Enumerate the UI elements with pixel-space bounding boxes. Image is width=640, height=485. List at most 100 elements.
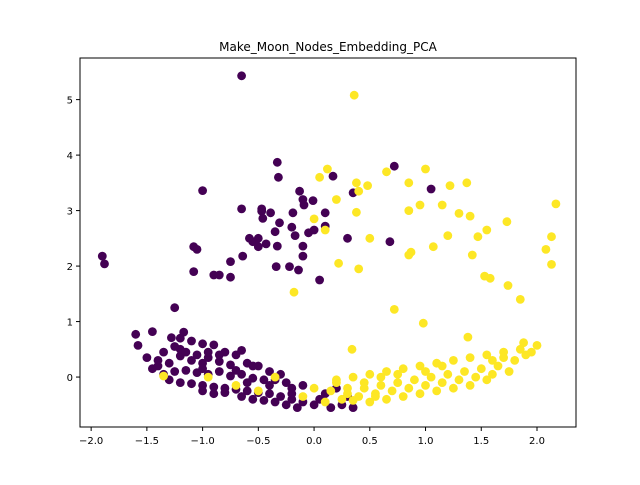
data-point-series-1-2 [352, 178, 361, 188]
data-point-series-0-1 [272, 157, 282, 167]
data-point-series-1-30 [541, 245, 551, 254]
data-point-series-0-19 [287, 222, 297, 232]
data-point-series-0-39 [271, 262, 281, 271]
data-point-series-1-104 [393, 369, 403, 379]
data-point-series-0-70 [214, 357, 224, 366]
data-point-series-1-98 [376, 372, 386, 382]
data-point-series-1-41 [418, 318, 428, 328]
data-point-series-1-101 [231, 381, 241, 390]
data-point-series-0-65 [164, 358, 174, 368]
data-point-series-0-103 [209, 389, 219, 399]
data-point-series-0-118 [170, 342, 180, 351]
data-point-series-1-55 [365, 369, 375, 379]
data-point-series-1-59 [203, 372, 213, 382]
data-point-series-1-29 [365, 233, 375, 243]
data-point-series-1-77 [437, 378, 447, 387]
data-point-series-1-79 [404, 383, 414, 393]
data-point-series-1-0 [349, 90, 359, 100]
data-point-series-0-123 [198, 364, 208, 374]
x-tick-label: 2.0 [529, 436, 545, 447]
data-point-series-0-82 [226, 371, 235, 381]
data-point-series-0-71 [226, 360, 235, 370]
data-point-series-0-120 [203, 347, 213, 357]
data-point-series-0-122 [153, 361, 163, 371]
data-point-series-1-8 [354, 186, 364, 196]
data-point-series-1-60 [270, 372, 280, 382]
data-point-series-1-33 [354, 264, 364, 274]
x-tick-label: −1.0 [190, 436, 214, 447]
data-point-series-1-4 [404, 178, 414, 188]
data-point-series-0-127 [298, 381, 308, 390]
y-tick-label: 5 [67, 96, 73, 107]
data-point-series-0-110 [292, 403, 302, 412]
data-point-series-1-67 [410, 375, 419, 385]
data-point-series-1-12 [415, 200, 425, 210]
y-axis: 0 1 2 3 4 5 [67, 96, 80, 384]
data-point-series-0-37 [285, 262, 294, 271]
data-point-series-1-87 [415, 389, 425, 399]
data-point-series-1-46 [515, 344, 525, 354]
data-point-series-0-33 [238, 251, 248, 261]
data-point-series-0-36 [298, 251, 308, 261]
data-point-series-0-41 [226, 257, 235, 266]
data-point-series-1-19 [465, 211, 475, 221]
data-point-series-1-26 [428, 242, 438, 252]
data-point-series-0-57 [187, 336, 196, 346]
data-point-series-1-62 [493, 361, 503, 371]
data-point-series-0-49 [385, 237, 395, 247]
data-point-series-1-103 [359, 378, 369, 387]
data-point-series-1-21 [482, 225, 492, 235]
data-point-series-1-108 [371, 392, 380, 401]
data-point-series-0-29 [290, 231, 300, 241]
data-point-series-1-56 [348, 372, 358, 382]
points-layer [97, 71, 561, 412]
data-point-series-1-97 [320, 397, 330, 407]
data-point-series-0-23 [270, 227, 280, 237]
data-point-series-0-87 [281, 378, 291, 387]
data-point-series-0-15 [288, 208, 298, 218]
data-point-series-0-102 [198, 386, 208, 396]
data-point-series-1-42 [463, 332, 473, 342]
data-point-series-0-6 [426, 184, 436, 194]
x-axis: −2.0 −1.5 −1.0 −0.5 0.0 0.5 1.0 1.5 2.0 [79, 427, 545, 447]
data-point-series-1-95 [309, 383, 319, 393]
data-point-series-0-50 [170, 303, 180, 313]
data-point-series-1-11 [437, 200, 447, 210]
data-point-series-0-117 [192, 350, 202, 360]
data-point-series-1-1 [323, 164, 332, 174]
data-point-series-0-56 [175, 333, 185, 343]
data-point-series-1-10 [462, 178, 472, 188]
data-point-series-0-43 [214, 270, 224, 280]
data-point-series-1-49 [465, 353, 475, 362]
data-point-series-1-105 [437, 361, 447, 371]
data-point-series-1-74 [488, 369, 497, 379]
data-point-series-1-69 [376, 381, 386, 390]
data-point-series-1-53 [398, 364, 408, 374]
data-point-series-0-4 [328, 171, 338, 181]
data-point-series-1-78 [421, 381, 430, 390]
data-point-series-1-9 [445, 181, 455, 191]
data-point-series-0-108 [270, 397, 280, 407]
data-point-series-0-89 [175, 378, 185, 387]
data-point-series-0-62 [237, 346, 247, 355]
data-point-series-1-65 [443, 369, 453, 379]
data-point-series-1-72 [326, 386, 336, 396]
data-point-series-1-35 [485, 273, 495, 283]
data-point-series-1-92 [482, 375, 492, 385]
data-point-series-1-90 [365, 397, 375, 407]
data-point-series-0-16 [320, 208, 330, 218]
data-point-series-1-14 [332, 195, 341, 204]
data-point-series-0-51 [131, 329, 141, 339]
data-point-series-1-20 [502, 217, 512, 227]
data-point-series-0-98 [276, 392, 285, 401]
data-point-series-0-14 [298, 195, 308, 204]
data-point-series-0-35 [298, 241, 308, 251]
data-point-series-0-17 [258, 214, 268, 223]
chart-title: Make_Moon_Nodes_Embedding_PCA [219, 40, 438, 54]
data-point-series-0-92 [209, 382, 219, 392]
data-point-series-1-16 [309, 214, 319, 224]
x-tick-label: 0.5 [362, 436, 378, 447]
data-point-series-0-133 [287, 389, 297, 399]
